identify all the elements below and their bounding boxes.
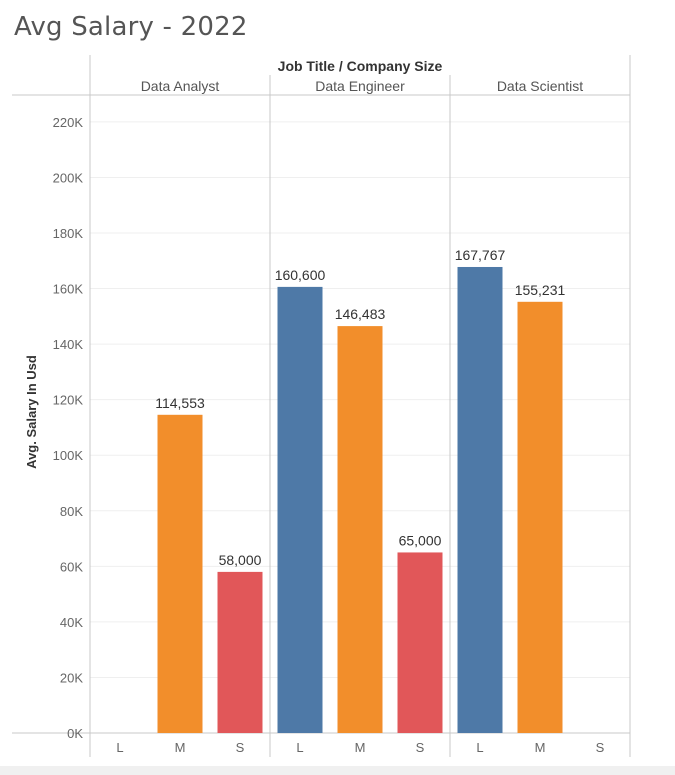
bar-value-label: 65,000 xyxy=(399,532,442,548)
y-tick-label: 200K xyxy=(53,170,84,185)
y-tick-label: 80K xyxy=(60,504,83,519)
bar-value-label: 146,483 xyxy=(335,306,386,322)
bar-data-engineer-l xyxy=(277,286,323,733)
bar-data-engineer-s xyxy=(397,552,443,733)
y-tick-label: 60K xyxy=(60,559,83,574)
x-tick-label: M xyxy=(175,740,186,755)
y-tick-label: 120K xyxy=(53,393,84,408)
bar-data-analyst-s xyxy=(217,571,263,733)
bar-data-engineer-m xyxy=(337,326,383,733)
y-axis-label: Avg. Salary In Usd xyxy=(24,355,39,469)
y-tick-label: 140K xyxy=(53,337,84,352)
bar-value-label: 160,600 xyxy=(275,267,326,283)
group-headers: Data Analyst Data Engineer Data Scientist xyxy=(141,78,584,94)
x-tick-label: S xyxy=(236,740,245,755)
bar-value-label: 58,000 xyxy=(219,552,262,568)
y-tick-label: 20K xyxy=(60,670,83,685)
x-tick-label: M xyxy=(355,740,366,755)
bar-value-label: 155,231 xyxy=(515,282,566,298)
group-header: Data Engineer xyxy=(315,78,405,94)
x-tick-label: S xyxy=(416,740,425,755)
x-tick-label: L xyxy=(476,740,483,755)
bar-value-labels: 114,553 58,000 160,600 146,483 65,000 167,767… xyxy=(155,247,565,568)
bar-data-scientist-m xyxy=(517,301,563,733)
bar-data-scientist-l xyxy=(457,266,503,733)
bar-value-label: 167,767 xyxy=(455,247,506,263)
y-tick-label: 100K xyxy=(53,448,84,463)
x-tick-label: L xyxy=(296,740,303,755)
x-tick-label: S xyxy=(596,740,605,755)
y-tick-label: 220K xyxy=(53,115,84,130)
chart-header: Job Title / Company Size xyxy=(278,58,443,74)
y-axis-ticks: 0K 20K 40K 60K 80K 100K 120K 140K 160K 180K 200K 22… xyxy=(53,115,84,741)
bar-data-analyst-m xyxy=(157,414,203,733)
group-header: Data Analyst xyxy=(141,78,220,94)
page-title: Avg Salary - 2022 xyxy=(14,12,248,42)
bars xyxy=(157,266,563,733)
y-tick-label: 180K xyxy=(53,226,84,241)
x-tick-label: L xyxy=(116,740,123,755)
bar-value-label: 114,553 xyxy=(155,395,205,411)
y-tick-label: 0K xyxy=(67,726,83,741)
y-tick-label: 160K xyxy=(53,282,84,297)
bottom-scrollbar-track xyxy=(0,766,675,775)
group-header: Data Scientist xyxy=(497,78,583,94)
x-tick-label: M xyxy=(535,740,546,755)
y-tick-label: 40K xyxy=(60,615,83,630)
